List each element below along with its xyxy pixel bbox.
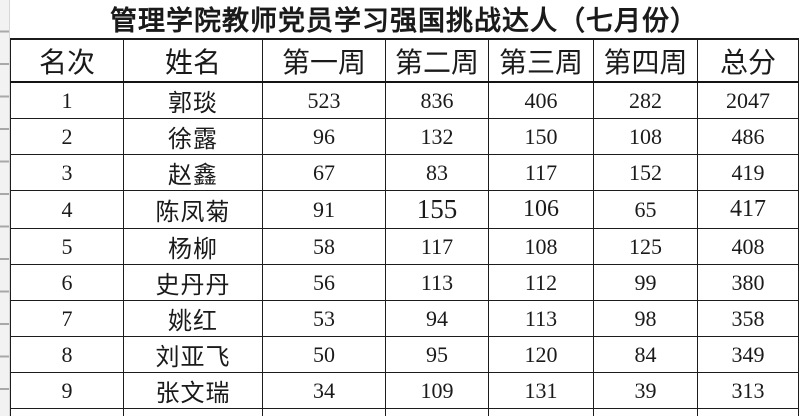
- name-cell[interactable]: 丁明华: [123, 408, 263, 416]
- week1-cell[interactable]: 523: [262, 81, 386, 119]
- week4-cell[interactable]: 58: [593, 408, 698, 416]
- total-cell[interactable]: 486: [697, 118, 799, 155]
- total-cell[interactable]: 380: [697, 264, 799, 301]
- rank-cell[interactable]: 6: [10, 264, 124, 301]
- week1-cell[interactable]: 91: [262, 190, 386, 229]
- name-cell[interactable]: 张文瑞: [123, 372, 263, 409]
- week1-cell[interactable]: 96: [262, 118, 386, 155]
- name-cell[interactable]: 杨柳: [123, 228, 263, 265]
- week3-cell[interactable]: 58: [488, 408, 594, 416]
- header-name[interactable]: 姓名: [123, 38, 263, 83]
- week2-cell[interactable]: 83: [385, 154, 489, 191]
- rank-cell[interactable]: 4: [10, 190, 124, 229]
- week3-cell[interactable]: 406: [488, 81, 594, 119]
- score-table: 名次 姓名 第一周 第二周 第三周 第四周 总分 1 郭琰 523 836 406 282…: [10, 38, 799, 416]
- total-cell[interactable]: 2047: [697, 81, 799, 119]
- header-week4[interactable]: 第四周: [593, 38, 698, 83]
- rank-cell[interactable]: 8: [10, 336, 124, 373]
- week2-cell[interactable]: 109: [385, 372, 489, 409]
- week3-cell[interactable]: 113: [488, 300, 594, 337]
- week2-cell[interactable]: 94: [385, 300, 489, 337]
- week3-cell[interactable]: 120: [488, 336, 594, 373]
- week4-cell[interactable]: 282: [593, 81, 698, 119]
- rank-cell[interactable]: 5: [10, 228, 124, 265]
- total-cell[interactable]: 417: [697, 190, 799, 229]
- week2-cell[interactable]: 95: [385, 336, 489, 373]
- week1-cell[interactable]: 56: [262, 264, 386, 301]
- sheet-margin-strip: [0, 0, 10, 416]
- table-row: 10丁明华741155858305: [10, 408, 799, 416]
- table-row: 9 张文瑞 34 109 131 39 313: [10, 372, 799, 409]
- week4-cell[interactable]: 108: [593, 118, 698, 155]
- week4-cell[interactable]: 84: [593, 336, 698, 373]
- header-week3[interactable]: 第三周: [488, 38, 594, 83]
- table-row: 7 姚红 53 94 113 98 358: [10, 300, 799, 337]
- table-row: 2 徐露 96 132 150 108 486: [10, 118, 799, 155]
- week2-cell[interactable]: 117: [385, 228, 489, 265]
- rank-cell[interactable]: 9: [10, 372, 124, 409]
- week2-cell[interactable]: 132: [385, 118, 489, 155]
- total-cell[interactable]: 305: [697, 408, 799, 416]
- rank-cell[interactable]: 3: [10, 154, 124, 191]
- week2-cell[interactable]: 115: [385, 408, 489, 416]
- week3-cell[interactable]: 150: [488, 118, 594, 155]
- week4-cell[interactable]: 98: [593, 300, 698, 337]
- week1-cell[interactable]: 58: [262, 228, 386, 265]
- score-table-wrap: 名次 姓名 第一周 第二周 第三周 第四周 总分 1 郭琰 523 836 406 282…: [10, 38, 800, 416]
- week3-cell[interactable]: 117: [488, 154, 594, 191]
- week4-cell[interactable]: 99: [593, 264, 698, 301]
- week1-cell[interactable]: 34: [262, 372, 386, 409]
- week2-cell[interactable]: 113: [385, 264, 489, 301]
- total-cell[interactable]: 408: [697, 228, 799, 265]
- total-cell[interactable]: 349: [697, 336, 799, 373]
- table-row: 1 郭琰 523 836 406 282 2047: [10, 81, 799, 119]
- week4-cell[interactable]: 125: [593, 228, 698, 265]
- week2-cell[interactable]: 836: [385, 81, 489, 119]
- week4-cell[interactable]: 65: [593, 190, 698, 229]
- header-week1[interactable]: 第一周: [262, 38, 386, 83]
- table-body: 1 郭琰 523 836 406 282 2047 2 徐露 96 132 150 108 486 3 赵鑫 6…: [10, 81, 799, 416]
- week3-cell[interactable]: 106: [488, 190, 594, 229]
- name-cell[interactable]: 郭琰: [123, 81, 263, 119]
- week3-cell[interactable]: 131: [488, 372, 594, 409]
- week3-cell[interactable]: 108: [488, 228, 594, 265]
- name-cell[interactable]: 史丹丹: [123, 264, 263, 301]
- table-title: 管理学院教师党员学习强国挑战达人（七月份）: [110, 6, 698, 36]
- header-week2[interactable]: 第二周: [385, 38, 489, 83]
- table-row: 5 杨柳 58 117 108 125 408: [10, 228, 799, 265]
- name-cell[interactable]: 陈凤菊: [123, 190, 263, 229]
- total-cell[interactable]: 313: [697, 372, 799, 409]
- header-rank[interactable]: 名次: [10, 38, 124, 83]
- table-row: 6 史丹丹 56 113 112 99 380: [10, 264, 799, 301]
- table-row: 3 赵鑫 67 83 117 152 419: [10, 154, 799, 191]
- week1-cell[interactable]: 74: [262, 408, 386, 416]
- week2-cell[interactable]: 155: [385, 190, 489, 229]
- rank-cell[interactable]: 1: [10, 81, 124, 119]
- header-total[interactable]: 总分: [697, 38, 799, 83]
- name-cell[interactable]: 赵鑫: [123, 154, 263, 191]
- week4-cell[interactable]: 39: [593, 372, 698, 409]
- rank-cell[interactable]: 7: [10, 300, 124, 337]
- week1-cell[interactable]: 67: [262, 154, 386, 191]
- name-cell[interactable]: 刘亚飞: [123, 336, 263, 373]
- table-header-row: 名次 姓名 第一周 第二周 第三周 第四周 总分: [10, 38, 799, 83]
- rank-cell[interactable]: 2: [10, 118, 124, 155]
- week4-cell[interactable]: 152: [593, 154, 698, 191]
- week1-cell[interactable]: 53: [262, 300, 386, 337]
- table-row: 4 陈凤菊 91 155 106 65 417: [10, 190, 799, 229]
- week1-cell[interactable]: 50: [262, 336, 386, 373]
- table-row: 8 刘亚飞 50 95 120 84 349: [10, 336, 799, 373]
- total-cell[interactable]: 358: [697, 300, 799, 337]
- name-cell[interactable]: 姚红: [123, 300, 263, 337]
- rank-cell[interactable]: 10: [10, 408, 124, 416]
- week3-cell[interactable]: 112: [488, 264, 594, 301]
- total-cell[interactable]: 419: [697, 154, 799, 191]
- name-cell[interactable]: 徐露: [123, 118, 263, 155]
